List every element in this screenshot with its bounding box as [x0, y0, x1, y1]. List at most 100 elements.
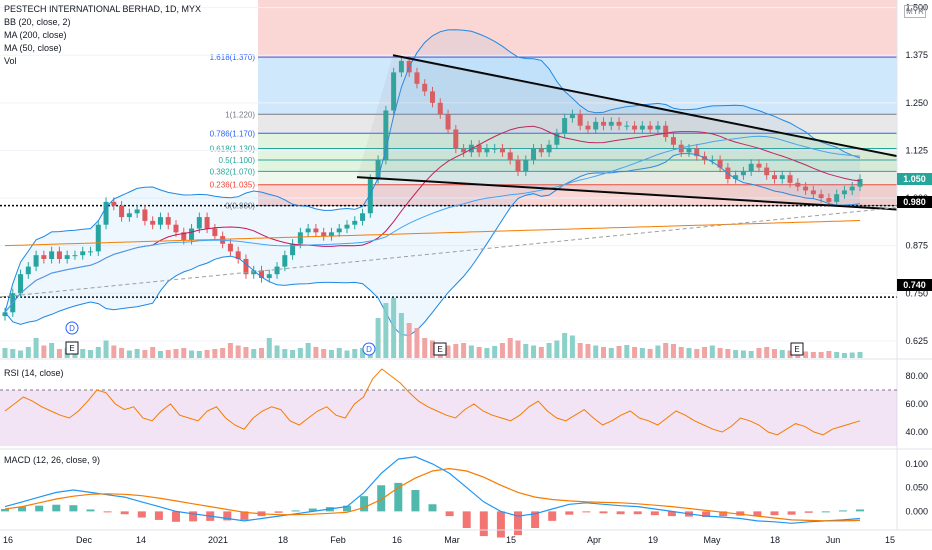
- volume-bar: [499, 343, 505, 358]
- rsi-tick-1: 60.00: [905, 399, 928, 409]
- x-tick-14: 15: [885, 535, 895, 545]
- candle-body: [772, 175, 777, 179]
- volume-bar: [492, 346, 498, 358]
- candle-body: [593, 121, 599, 130]
- volume-bar: [282, 349, 288, 358]
- volume-bar: [639, 348, 645, 358]
- event-marker-label-2: E: [69, 344, 74, 353]
- macd-histogram-bar: [445, 511, 454, 517]
- volume-bar: [740, 350, 746, 358]
- candle-body: [360, 213, 366, 221]
- candle-body: [41, 255, 47, 259]
- macd-tick-1: 0.050: [905, 483, 928, 493]
- indicator-ma200-label[interactable]: MA (200, close): [4, 30, 67, 40]
- x-tick-1: Dec: [76, 535, 93, 545]
- volume-bar: [810, 352, 816, 358]
- volume-bar: [430, 340, 435, 358]
- indicator-ma50-label[interactable]: MA (50, close): [4, 43, 62, 53]
- candle-body: [639, 125, 645, 130]
- macd-histogram-bar: [35, 505, 44, 512]
- x-tick-3: 2021: [208, 535, 228, 545]
- candle-body: [694, 148, 700, 157]
- volume-bar: [111, 345, 117, 358]
- candle-body: [25, 266, 31, 275]
- volume-bar: [328, 350, 334, 358]
- price-tick-3: 1.125: [905, 145, 928, 155]
- volume-bar: [266, 338, 272, 358]
- fib-band-0: [258, 57, 897, 115]
- volume-bar: [25, 347, 31, 358]
- candle-body: [523, 159, 529, 172]
- candle-body: [72, 255, 78, 257]
- candle-body: [492, 148, 498, 150]
- fib-band-1: [258, 114, 897, 134]
- indicator-vol-label[interactable]: Vol: [4, 56, 17, 66]
- volume-bar: [655, 345, 661, 358]
- macd-histogram-bar: [428, 504, 437, 512]
- dividend-marker-0: [65, 321, 79, 335]
- candle-body: [259, 270, 264, 279]
- volume-bar: [546, 343, 552, 358]
- volume-bar: [196, 351, 202, 358]
- volume-bar: [702, 347, 708, 358]
- macd-histogram-bar: [343, 505, 351, 512]
- macd-label[interactable]: MACD (12, 26, close, 9): [4, 455, 101, 465]
- volume-bar: [80, 349, 86, 358]
- macd-histogram-bar: [291, 510, 300, 512]
- price-tick-5: 0.875: [905, 241, 928, 251]
- candle-body: [826, 198, 832, 202]
- signal-line: [4, 467, 861, 522]
- candle-body: [150, 220, 156, 225]
- candle-body: [18, 274, 24, 294]
- candle-body: [818, 194, 824, 199]
- price-tick-0: 1.500: [905, 3, 928, 13]
- volume-bar: [538, 347, 544, 358]
- macd-histogram-bar: [308, 508, 317, 512]
- candle-body: [64, 255, 70, 259]
- volume-bar: [585, 344, 591, 358]
- x-tick-0: 16: [3, 535, 13, 545]
- candle-body: [297, 232, 303, 244]
- macd-histogram-bar: [770, 511, 779, 516]
- event-marker-label-3: E: [437, 345, 442, 354]
- macd-tick-2: 0.000: [905, 506, 928, 516]
- volume-bar: [756, 348, 762, 358]
- rsi-tick-0: 80.00: [905, 371, 928, 381]
- fib-label-2: 0.786(1.170): [210, 129, 256, 138]
- candle-body: [795, 182, 801, 187]
- dividend-marker-1: [362, 342, 376, 356]
- lower-price-badge: 0.740: [897, 279, 932, 291]
- volume-bar: [41, 345, 47, 358]
- candle-body: [437, 102, 443, 115]
- volume-bar: [632, 347, 638, 358]
- rsi-label[interactable]: RSI (14, close): [4, 368, 64, 378]
- macd-histogram-bar: [462, 511, 471, 528]
- candle-body: [80, 251, 86, 256]
- support-price-badge: 0.980: [897, 196, 932, 208]
- candle-body: [632, 125, 638, 130]
- candle-body: [49, 251, 55, 259]
- volume-bar: [857, 352, 863, 358]
- volume-bar: [764, 347, 770, 358]
- chart-title: PESTECH INTERNATIONAL BERHAD, 1D, MYX: [4, 4, 202, 14]
- candle-body: [531, 148, 537, 160]
- macd-histogram-bar: [548, 511, 557, 521]
- candle-body: [142, 209, 148, 221]
- volume-bar: [398, 313, 404, 358]
- volume-bar: [259, 348, 264, 358]
- candle-body: [834, 194, 840, 202]
- currency-badge[interactable]: MYR: [904, 5, 926, 18]
- volume-bar: [344, 350, 350, 358]
- candle-body: [111, 201, 117, 206]
- volume-bar: [577, 343, 583, 358]
- volume-bar: [204, 350, 210, 358]
- candle-body: [173, 224, 179, 233]
- macd-line: [4, 456, 861, 524]
- volume-bar: [484, 348, 490, 358]
- volume-bar: [313, 347, 319, 358]
- indicator-bb-label[interactable]: BB (20, close, 2): [4, 17, 71, 27]
- volume-bar: [18, 350, 24, 358]
- macd-histogram-bar: [52, 504, 61, 512]
- volume-bar: [134, 349, 140, 358]
- fib-band-top: [258, 0, 897, 58]
